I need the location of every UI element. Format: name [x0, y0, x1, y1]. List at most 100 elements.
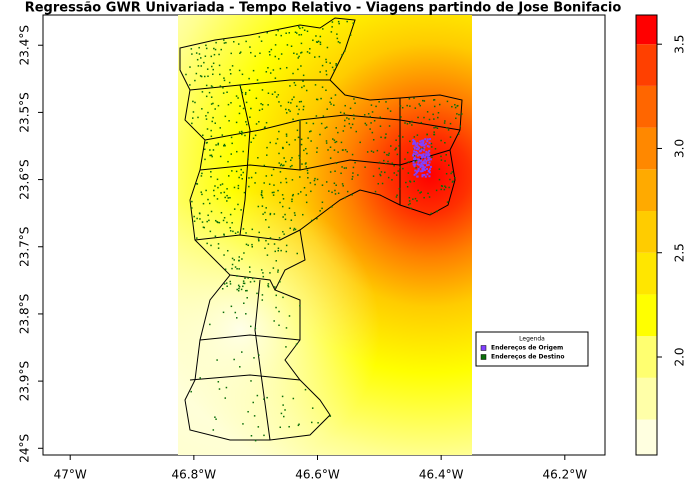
destination-point: [426, 133, 428, 136]
destination-point: [261, 108, 264, 110]
destination-point: [292, 193, 294, 196]
destination-point: [415, 167, 417, 169]
destination-point: [219, 73, 221, 76]
destination-point: [258, 354, 260, 356]
destination-point: [251, 277, 254, 280]
origin-point: [421, 144, 424, 147]
destination-point: [205, 115, 207, 117]
destination-point: [321, 64, 324, 67]
destination-point: [329, 157, 332, 159]
destination-point: [298, 101, 301, 103]
destination-point: [405, 181, 407, 184]
destination-point: [304, 163, 307, 165]
destination-point: [344, 119, 346, 122]
destination-point: [221, 287, 224, 290]
destination-point: [433, 99, 435, 101]
destination-point: [444, 185, 446, 187]
destination-point: [319, 35, 322, 38]
destination-point: [346, 20, 348, 23]
destination-point: [334, 189, 336, 192]
destination-point: [300, 65, 302, 67]
destination-point: [191, 207, 193, 209]
destination-point: [292, 397, 295, 400]
destination-point: [302, 213, 304, 216]
destination-point: [229, 69, 231, 71]
destination-point: [336, 33, 338, 35]
destination-point: [300, 33, 303, 36]
destination-point: [210, 171, 212, 173]
destination-point: [314, 56, 316, 58]
destination-point: [277, 29, 279, 32]
destination-point: [426, 111, 429, 113]
origin-point: [428, 153, 431, 156]
destination-point: [297, 193, 300, 195]
destination-point: [340, 172, 342, 175]
destination-point: [249, 271, 251, 273]
destination-point: [408, 97, 411, 100]
destination-point: [267, 284, 269, 287]
destination-point: [220, 192, 222, 194]
destination-point: [337, 151, 339, 153]
destination-point: [349, 107, 352, 110]
destination-point: [265, 71, 268, 73]
colorbar-band: [636, 169, 657, 212]
destination-point: [318, 55, 321, 58]
destination-point: [244, 93, 247, 96]
destination-point: [341, 54, 343, 56]
destination-point: [385, 133, 387, 135]
destination-point: [275, 34, 277, 36]
destination-point: [240, 168, 242, 171]
destination-point: [331, 26, 333, 28]
destination-point: [372, 138, 375, 141]
destination-point: [227, 160, 229, 163]
destination-point: [306, 30, 309, 33]
destination-point: [291, 157, 293, 159]
destination-point: [443, 122, 446, 124]
destination-point: [231, 222, 233, 224]
destination-point: [433, 133, 436, 136]
destination-point: [230, 136, 233, 139]
destination-point: [302, 105, 305, 108]
destination-point: [211, 120, 213, 123]
origin-point: [424, 155, 427, 158]
destination-point: [238, 176, 240, 179]
destination-point: [250, 51, 252, 54]
destination-point: [257, 205, 260, 208]
destination-point: [412, 198, 414, 200]
destination-point: [372, 175, 375, 177]
origin-point: [416, 151, 419, 154]
origin-point: [413, 163, 416, 166]
origin-point: [427, 156, 430, 159]
origin-point: [422, 160, 425, 163]
origin-point: [417, 148, 420, 151]
legend-title: Legenda: [519, 336, 545, 343]
destination-point: [269, 213, 272, 216]
destination-point: [305, 162, 307, 164]
destination-point: [288, 425, 290, 428]
destination-point: [352, 114, 355, 116]
origin-point: [417, 169, 420, 172]
destination-point: [284, 160, 287, 163]
destination-point: [246, 289, 248, 292]
destination-point: [280, 53, 283, 55]
destination-point: [228, 120, 230, 122]
destination-point: [376, 149, 379, 152]
destination-point: [455, 117, 457, 120]
destination-point: [216, 220, 218, 223]
destination-point: [222, 311, 225, 314]
destination-point: [261, 190, 263, 192]
destination-point: [263, 434, 265, 437]
destination-point: [243, 282, 246, 285]
destination-point: [419, 192, 421, 194]
origin-point: [416, 142, 419, 145]
destination-point: [269, 212, 272, 215]
destination-point: [210, 103, 213, 105]
origin-point: [427, 163, 430, 166]
destination-point: [248, 89, 251, 92]
destination-point: [369, 128, 371, 130]
destination-point: [288, 207, 291, 210]
destination-point: [234, 232, 237, 234]
destination-point: [236, 317, 238, 319]
destination-point: [214, 48, 217, 51]
origin-point: [420, 148, 423, 151]
